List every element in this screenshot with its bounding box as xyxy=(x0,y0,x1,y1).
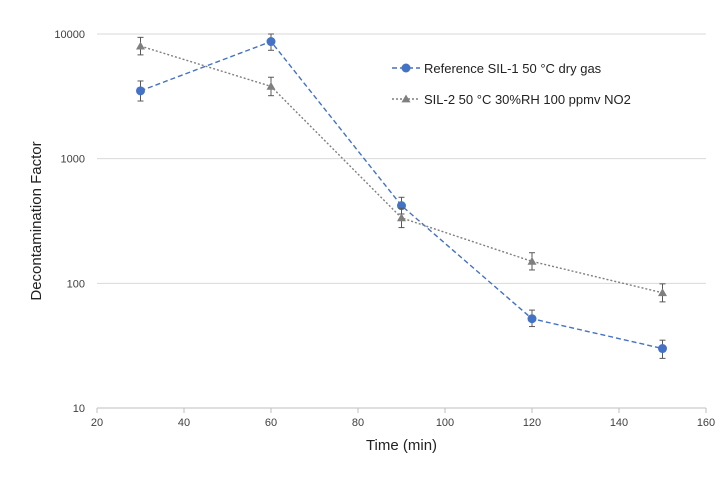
legend-item-1: Reference SIL-1 50 °C dry gas xyxy=(392,61,602,76)
x-tick-label: 160 xyxy=(697,417,715,429)
data-point-triangle xyxy=(397,213,406,222)
axes xyxy=(96,407,707,413)
legend-marker-triangle xyxy=(401,94,411,103)
legend: Reference SIL-1 50 °C dry gas SIL-2 50 °… xyxy=(392,61,631,107)
x-tick-label: 60 xyxy=(265,417,277,429)
y-axis-title: Decontamination Factor xyxy=(28,141,45,300)
x-tick-label: 40 xyxy=(178,417,190,429)
series-layer xyxy=(136,33,667,359)
legend-marker-circle xyxy=(401,63,411,73)
y-tick-label: 100 xyxy=(67,278,85,290)
x-tick-label: 100 xyxy=(436,417,454,429)
y-tick-label: 1000 xyxy=(61,154,85,166)
x-tick-label: 140 xyxy=(610,417,628,429)
data-point-triangle xyxy=(527,256,537,265)
data-point-triangle xyxy=(266,81,276,90)
x-tick-label: 80 xyxy=(352,417,364,429)
y-tick-label: 10000 xyxy=(54,29,85,41)
legend-item-2: SIL-2 50 °C 30%RH 100 ppmv NO2 xyxy=(392,92,631,107)
legend-label-1: Reference SIL-1 50 °C dry gas xyxy=(424,61,602,76)
gridlines xyxy=(97,33,706,284)
series-line xyxy=(140,45,663,294)
series-1 xyxy=(136,33,667,359)
data-point-circle xyxy=(658,344,667,354)
x-tick-label: 120 xyxy=(523,417,541,429)
x-axis-title: Time (min) xyxy=(366,437,437,454)
y-tick-label: 10 xyxy=(73,403,85,415)
tick-labels: 20 40 60 80 100 120 140 160 10 100 1000 10000 xyxy=(54,29,715,429)
data-point-triangle xyxy=(136,41,145,50)
data-point-circle xyxy=(136,86,145,96)
legend-label-2: SIL-2 50 °C 30%RH 100 ppmv NO2 xyxy=(424,92,631,107)
series-line xyxy=(140,40,663,350)
series-2 xyxy=(136,36,667,303)
data-point-circle xyxy=(266,37,276,47)
x-tick-label: 20 xyxy=(91,417,103,429)
data-point-triangle xyxy=(658,288,667,297)
data-point-circle xyxy=(527,314,537,324)
